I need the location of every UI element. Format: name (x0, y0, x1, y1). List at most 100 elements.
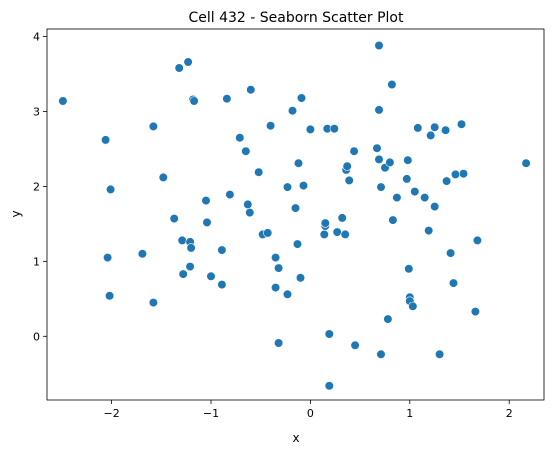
data-point (337, 213, 347, 223)
y-tick-label: 4 (33, 30, 40, 43)
data-point (148, 121, 158, 131)
points-layer (58, 40, 531, 391)
data-point (408, 301, 418, 311)
data-point (329, 124, 339, 134)
data-point (158, 172, 168, 182)
data-point (292, 239, 303, 249)
data-point (324, 329, 334, 339)
data-point (446, 248, 456, 258)
data-point (271, 253, 281, 263)
x-tick-label: −1 (203, 407, 219, 420)
data-point (177, 235, 187, 245)
data-point (372, 143, 382, 153)
data-point (420, 193, 430, 203)
x-tick-label: 1 (406, 407, 413, 420)
data-point (450, 169, 461, 179)
data-point (254, 167, 264, 177)
data-point (104, 291, 115, 301)
data-point (319, 229, 329, 239)
data-point (388, 215, 398, 225)
data-point (435, 349, 445, 359)
data-point (206, 271, 216, 281)
data-point (404, 264, 414, 274)
data-point (374, 105, 384, 115)
data-point (305, 124, 316, 134)
x-axis: −2 −1 0 1 2 (104, 400, 513, 420)
data-point (102, 253, 113, 263)
data-point (217, 280, 227, 290)
data-point (392, 193, 402, 203)
data-point (410, 187, 420, 197)
data-point (374, 40, 384, 51)
data-point (217, 245, 227, 255)
data-point (290, 203, 301, 213)
data-point (374, 154, 384, 164)
data-point (148, 298, 158, 308)
x-tick-label: −2 (104, 407, 120, 420)
data-point (298, 181, 309, 191)
data-point (274, 338, 284, 348)
data-point (246, 85, 256, 95)
data-point (320, 218, 330, 228)
data-point (324, 381, 334, 391)
data-point (413, 123, 423, 133)
data-point (344, 175, 354, 185)
data-point (383, 314, 393, 324)
data-point (430, 202, 440, 212)
data-point (282, 289, 293, 299)
y-axis: 0 1 2 3 4 (33, 30, 47, 343)
data-point (458, 169, 469, 179)
chart-title: Cell 432 - Seaborn Scatter Plot (188, 10, 404, 26)
data-point (201, 196, 211, 206)
data-point (282, 182, 293, 192)
data-point (186, 243, 196, 253)
data-point (178, 269, 188, 279)
data-point (342, 161, 352, 171)
data-point (105, 184, 116, 194)
data-point (183, 57, 193, 67)
data-point (137, 249, 147, 259)
data-point (293, 158, 304, 168)
data-point (287, 106, 298, 116)
data-point (424, 226, 434, 236)
data-point (349, 146, 359, 156)
data-point (442, 176, 452, 186)
y-tick-label: 3 (33, 105, 40, 118)
data-point (169, 214, 179, 224)
data-point (387, 79, 397, 90)
data-point (202, 217, 212, 227)
data-point (235, 133, 245, 143)
y-tick-label: 1 (33, 255, 40, 268)
data-point (100, 135, 111, 145)
data-point (332, 227, 342, 237)
data-point (426, 130, 436, 140)
data-point (58, 96, 68, 106)
data-point (189, 96, 199, 106)
data-point (271, 283, 281, 293)
data-point (174, 63, 184, 73)
data-point (241, 146, 251, 156)
plot-frame (46, 28, 545, 401)
data-point (403, 155, 413, 165)
data-point (243, 199, 253, 209)
data-point (222, 94, 232, 104)
data-point (245, 208, 255, 218)
y-tick-label: 2 (33, 180, 40, 193)
data-point (295, 273, 306, 283)
data-point (350, 340, 360, 350)
data-point (470, 307, 481, 317)
x-axis-label: x (292, 431, 299, 445)
data-point (385, 157, 395, 167)
data-point (340, 229, 350, 239)
x-tick-label: 2 (506, 407, 513, 420)
y-tick-label: 0 (33, 330, 40, 343)
data-point (225, 190, 235, 200)
data-point (266, 121, 276, 131)
data-point (296, 93, 307, 103)
data-point (263, 228, 273, 238)
data-point (376, 349, 386, 359)
data-point (185, 262, 195, 272)
data-point (430, 122, 440, 132)
data-point (274, 263, 284, 273)
